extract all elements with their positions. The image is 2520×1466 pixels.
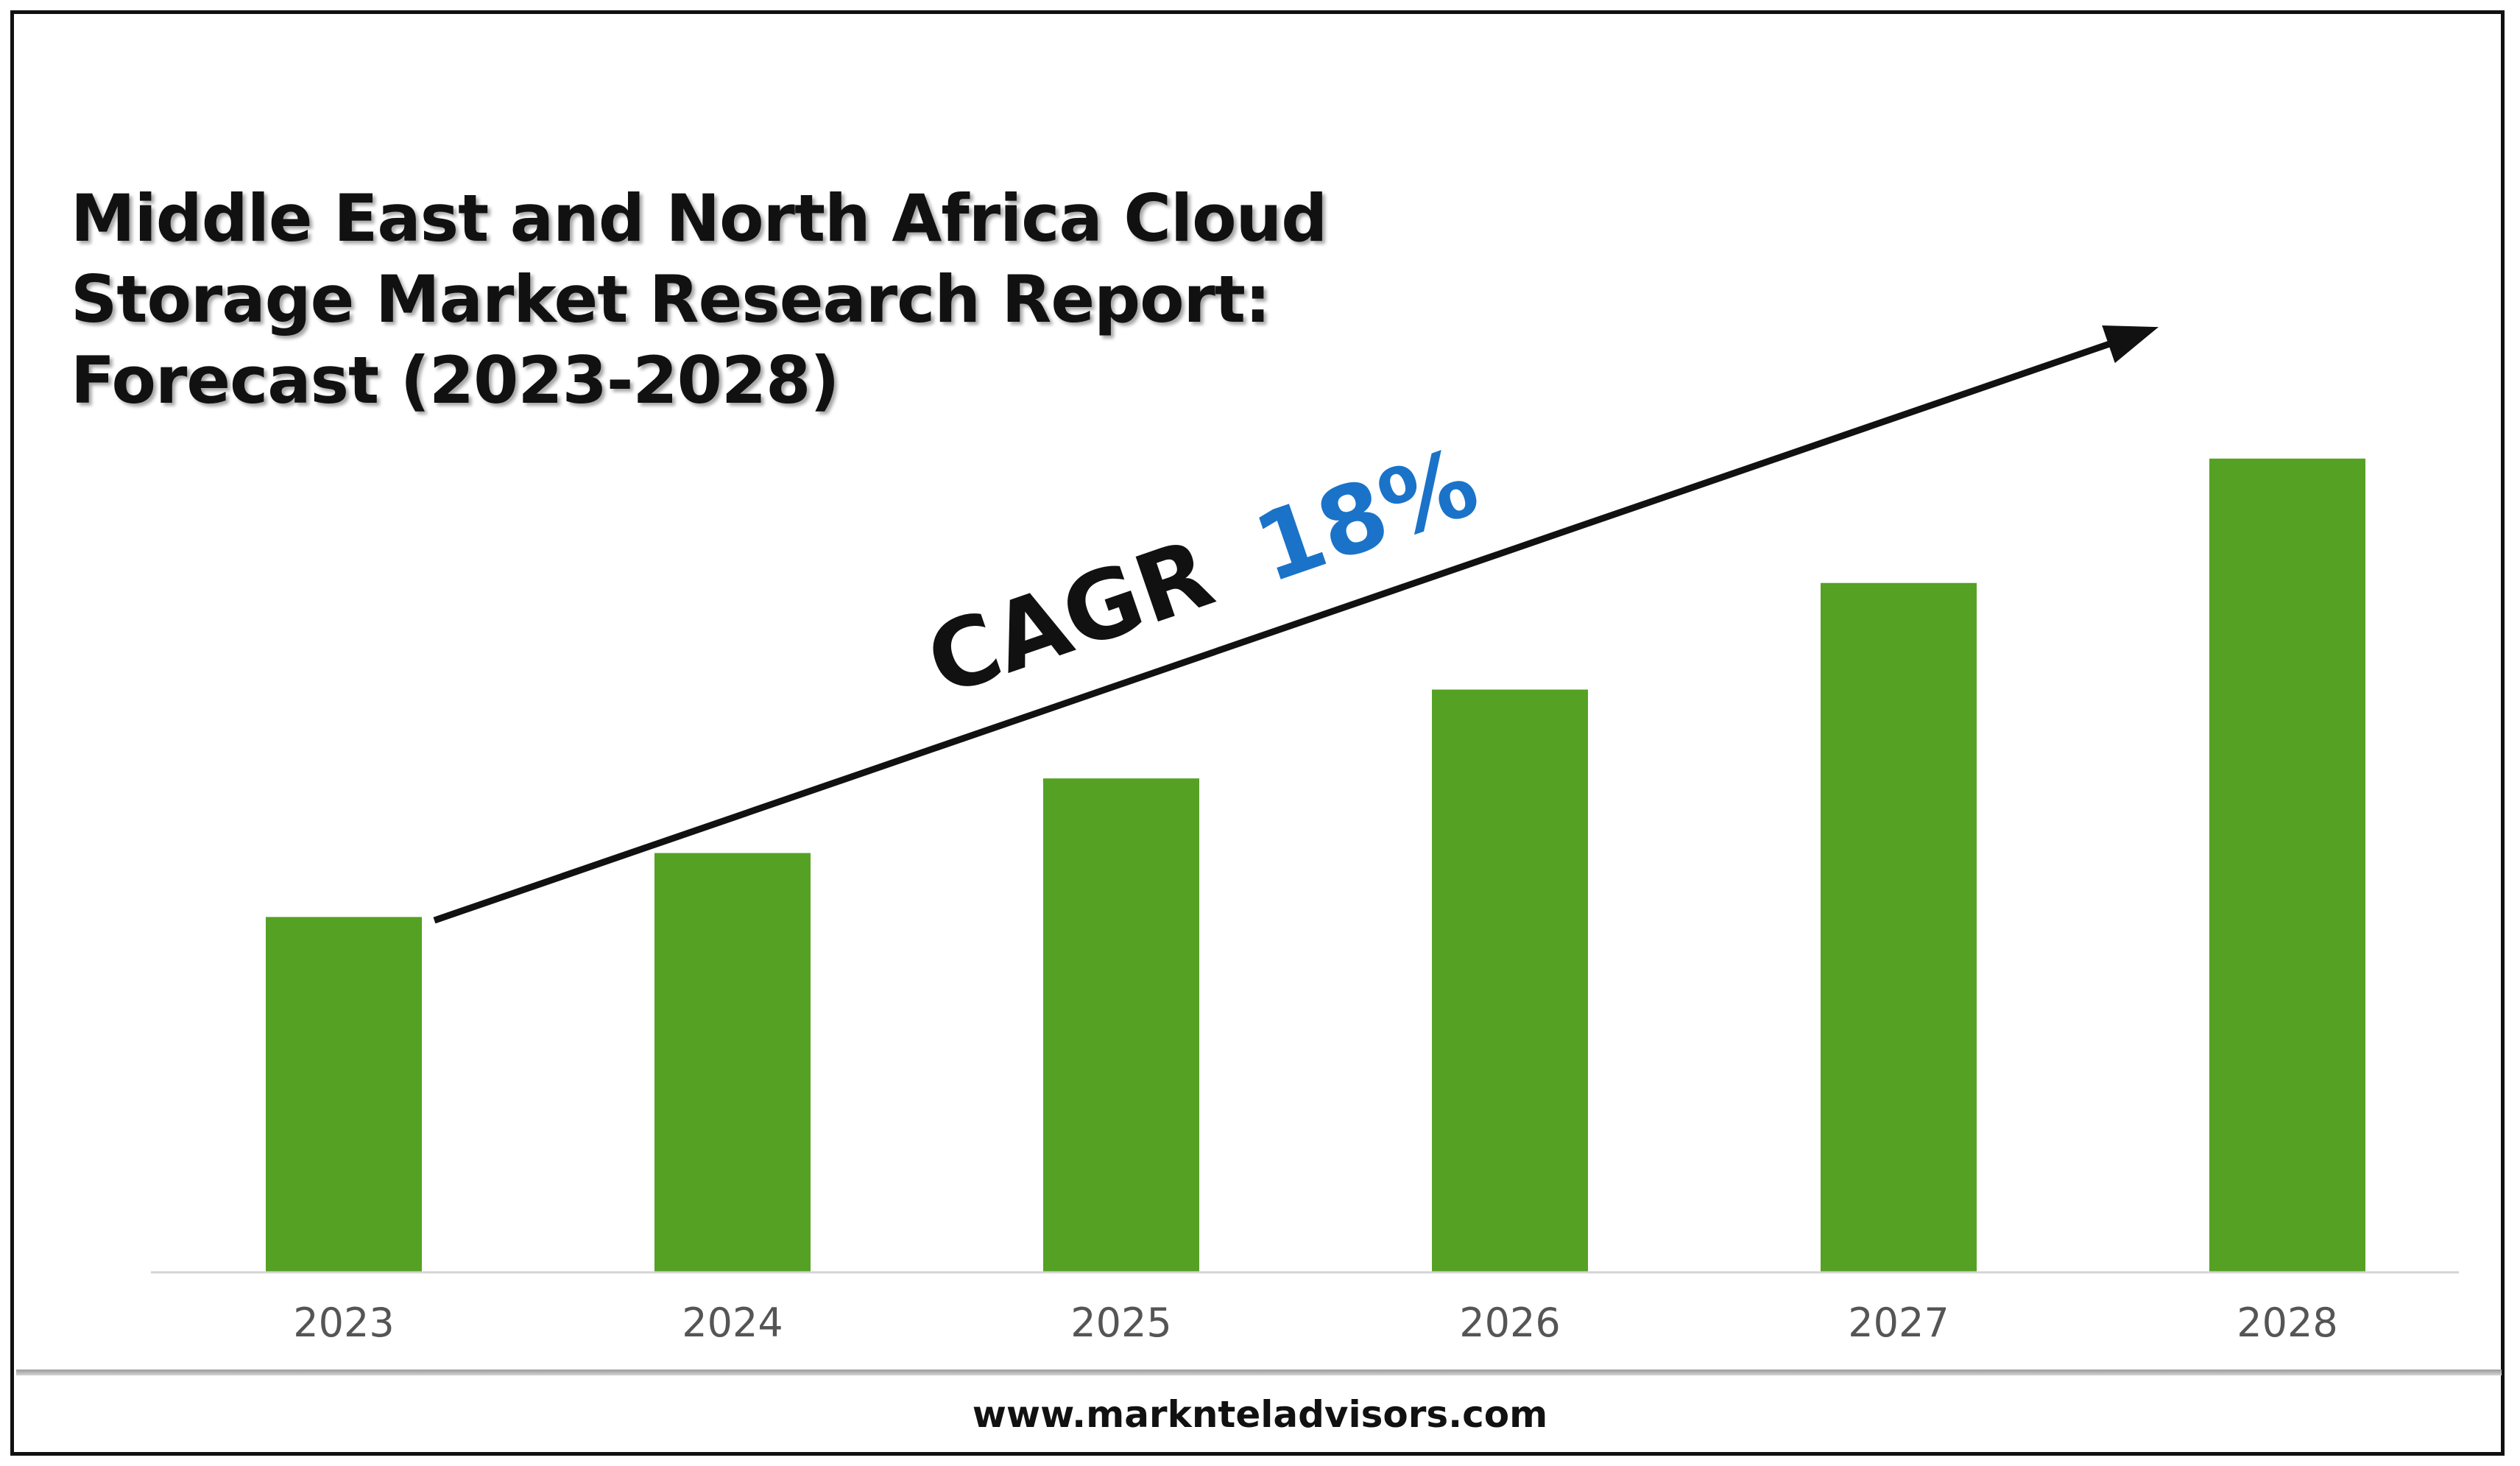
cagr-label: CAGR <box>914 518 1227 717</box>
x-axis-tick-labels: 2023 2024 2025 2026 2027 2028 <box>293 1300 2337 1346</box>
bar-2026 <box>1432 689 1588 1272</box>
bar-series <box>266 458 2365 1272</box>
chart-title-line-2: Storage Market Research Report: <box>71 261 1271 337</box>
trend-arrow <box>433 325 2159 924</box>
bar-2025 <box>1043 778 1199 1272</box>
x-tick-label-2024: 2024 <box>682 1300 783 1346</box>
footer-website: www.marknteladvisors.com <box>972 1393 1548 1436</box>
footer-divider <box>16 1370 2502 1375</box>
x-tick-label-2023: 2023 <box>293 1300 394 1346</box>
bar-2027 <box>1821 582 1977 1272</box>
chart-title: Middle East and North Africa Cloud Stora… <box>71 178 1327 421</box>
cagr-annotation: CAGR 18% <box>914 427 1492 717</box>
bar-2023 <box>266 917 422 1272</box>
x-tick-label-2026: 2026 <box>1459 1300 1560 1346</box>
x-tick-label-2027: 2027 <box>1848 1300 1949 1346</box>
chart-title-line-1: Middle East and North Africa Cloud <box>71 180 1327 256</box>
cagr-value: 18% <box>1242 427 1491 605</box>
chart-frame <box>10 10 2505 1456</box>
bar-2028 <box>2209 458 2365 1272</box>
x-tick-label-2025: 2025 <box>1070 1300 1171 1346</box>
chart-title-line-3: Forecast (2023-2028) <box>71 342 840 418</box>
bar-2024 <box>654 853 811 1272</box>
x-tick-label-2028: 2028 <box>2237 1300 2337 1346</box>
